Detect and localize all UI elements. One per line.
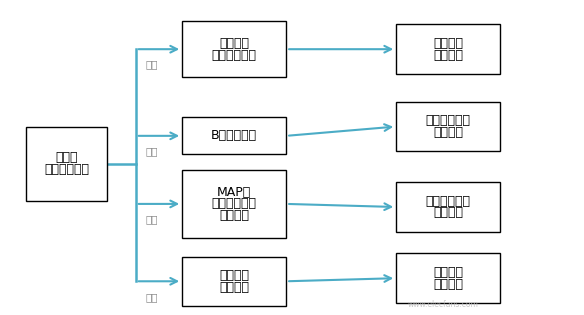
Text: 增加: 增加 bbox=[146, 215, 158, 224]
Text: 路况仿真: 路况仿真 bbox=[219, 209, 249, 222]
Text: 测试系统: 测试系统 bbox=[433, 206, 463, 219]
Text: B法效率测试: B法效率测试 bbox=[211, 129, 257, 142]
Text: 增加: 增加 bbox=[146, 292, 158, 302]
Text: 家电高效电机: 家电高效电机 bbox=[426, 114, 471, 127]
Text: 测试项目: 测试项目 bbox=[219, 281, 249, 294]
FancyBboxPatch shape bbox=[182, 21, 286, 77]
Text: 测试系统: 测试系统 bbox=[433, 278, 463, 290]
Text: MAP图: MAP图 bbox=[217, 186, 251, 199]
Text: 测试系统: 测试系统 bbox=[433, 126, 463, 139]
Text: www.elecfans.com: www.elecfans.com bbox=[408, 300, 478, 309]
FancyBboxPatch shape bbox=[396, 182, 500, 232]
Text: 测功机: 测功机 bbox=[55, 151, 78, 164]
Text: 增加: 增加 bbox=[146, 146, 158, 156]
FancyBboxPatch shape bbox=[26, 127, 107, 201]
FancyBboxPatch shape bbox=[182, 256, 286, 306]
FancyBboxPatch shape bbox=[396, 102, 500, 151]
FancyBboxPatch shape bbox=[182, 170, 286, 238]
Text: 测试系统: 测试系统 bbox=[433, 49, 463, 61]
Text: 增加: 增加 bbox=[146, 60, 158, 70]
Text: 电动汽车电机: 电动汽车电机 bbox=[426, 195, 471, 208]
FancyBboxPatch shape bbox=[396, 25, 500, 74]
Text: （通用应用）: （通用应用） bbox=[44, 163, 89, 176]
Text: 控制响应时间: 控制响应时间 bbox=[211, 49, 256, 61]
Text: 其他行业: 其他行业 bbox=[219, 269, 249, 282]
Text: 再生能量回馈: 再生能量回馈 bbox=[211, 198, 256, 210]
Text: 伺服电机: 伺服电机 bbox=[433, 37, 463, 50]
FancyBboxPatch shape bbox=[182, 117, 286, 154]
FancyBboxPatch shape bbox=[396, 254, 500, 303]
Text: 动态测试: 动态测试 bbox=[219, 37, 249, 50]
Text: 行业专用: 行业专用 bbox=[433, 266, 463, 279]
